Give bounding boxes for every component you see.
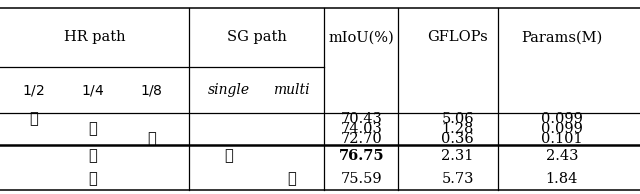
Text: ✓: ✓ [88,172,97,186]
Text: 70.43: 70.43 [340,112,383,126]
Text: 2.31: 2.31 [442,149,474,163]
Text: ✓: ✓ [287,172,296,186]
Text: 0.099: 0.099 [541,122,583,136]
Text: $1/4$: $1/4$ [81,83,104,98]
Text: 5.06: 5.06 [442,112,474,126]
Text: mIoU(%): mIoU(%) [329,30,394,44]
Text: ✓: ✓ [147,132,156,146]
Text: 0.099: 0.099 [541,112,583,126]
Text: 1.28: 1.28 [442,122,474,136]
Text: ✓: ✓ [225,149,234,163]
Text: 0.36: 0.36 [441,132,474,146]
Text: multi: multi [273,83,310,97]
Text: ✓: ✓ [88,149,97,163]
Text: ✓: ✓ [29,112,38,126]
Text: 0.101: 0.101 [541,132,583,146]
Text: ✓: ✓ [88,122,97,136]
Text: HR path: HR path [64,30,125,44]
Text: SG path: SG path [227,30,287,44]
Text: single: single [208,83,250,97]
Text: GFLOPs: GFLOPs [428,30,488,44]
Text: 5.73: 5.73 [442,172,474,186]
Text: Params(M): Params(M) [522,30,602,44]
Text: 76.75: 76.75 [339,149,385,163]
Text: $1/8$: $1/8$ [140,83,163,98]
Text: 75.59: 75.59 [340,172,383,186]
Text: 74.03: 74.03 [340,122,383,136]
Text: 2.43: 2.43 [546,149,578,163]
Text: $1/2$: $1/2$ [22,83,44,98]
Text: 72.70: 72.70 [340,132,383,146]
Text: 1.84: 1.84 [546,172,578,186]
